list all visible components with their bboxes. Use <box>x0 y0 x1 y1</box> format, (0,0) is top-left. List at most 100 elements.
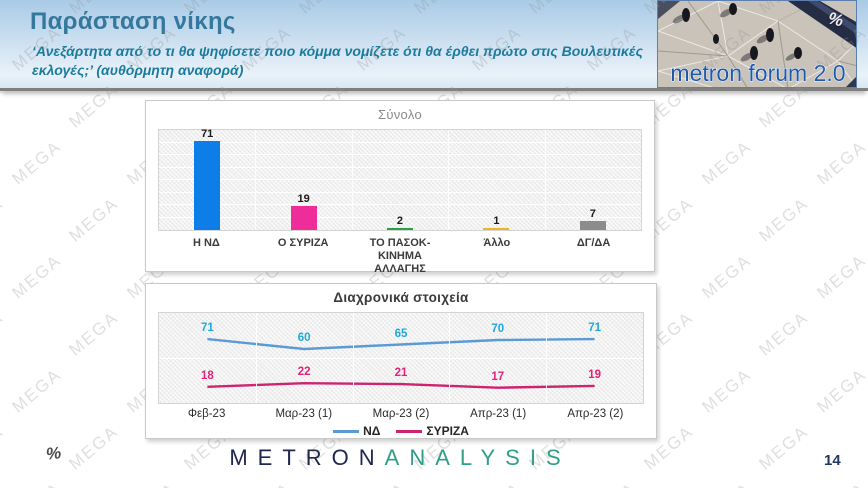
timeline-line-chart-panel: Διαχρονικά στοιχεία 71 60 65 70 71 18 22 21 17 19… <box>145 283 657 439</box>
logo-photo-illustration: metron forum 2.0 <box>658 1 856 87</box>
mega-watermark: MEGA <box>813 136 868 189</box>
category-separator <box>448 130 450 230</box>
line-value-label: 17 <box>491 370 505 383</box>
bar-category-label: Άλλο <box>483 237 511 249</box>
mega-watermark: MEGA <box>8 250 66 303</box>
mega-watermark: MEGA <box>698 364 756 417</box>
category-separator <box>352 313 354 403</box>
mega-watermark: MEGA <box>583 479 640 488</box>
mega-watermark: MEGA <box>65 421 123 474</box>
mega-watermark: MEGA <box>8 479 65 488</box>
series-line-ΣΥΡΙΖΑ <box>207 381 595 389</box>
line-value-label: 71 <box>588 322 601 335</box>
legend-item-ΣΥΡΙΖΑ: ΣΥΡΙΖΑ <box>396 424 469 438</box>
bar-column: 1 <box>448 130 544 230</box>
line-chart-plot: 71 60 65 70 71 18 22 21 17 19 <box>158 312 644 404</box>
legend-item-ΝΔ: ΝΔ <box>333 424 380 438</box>
brand-analysis: ANALYSIS <box>384 445 571 470</box>
category-separator <box>449 313 451 403</box>
bar-chart-title: Σύνολο <box>378 107 422 122</box>
bar-category-label: ΔΓ/ΔΑ <box>576 237 611 249</box>
bar-column: 7 <box>545 130 641 230</box>
mega-watermark: MEGA <box>813 479 868 488</box>
gridline <box>159 179 641 180</box>
mega-watermark: MEGA <box>65 307 123 360</box>
mega-watermark: MEGA <box>698 479 755 488</box>
line-x-label: Μαρ-23 (1) <box>275 408 333 420</box>
metron-analysis-logo: METRONANALYSIS <box>145 445 655 471</box>
mega-watermark: MEGA <box>813 364 868 417</box>
bar-4 <box>579 221 606 230</box>
legend-label: ΝΔ <box>363 424 381 438</box>
bar-value-label: 19 <box>297 193 310 206</box>
mega-watermark: MEGA <box>0 421 8 474</box>
gridline <box>159 358 643 359</box>
category-separator <box>255 313 257 403</box>
line-value-label: 22 <box>297 366 311 379</box>
gridline <box>159 166 641 168</box>
mega-watermark: MEGA <box>698 136 756 189</box>
line-value-label: 21 <box>394 367 408 380</box>
mega-watermark: MEGA <box>238 479 295 488</box>
category-separator <box>351 130 353 230</box>
bar-2 <box>386 227 413 230</box>
mega-watermark: MEGA <box>755 193 813 246</box>
percent-symbol-bottom: % <box>44 443 63 464</box>
gridline <box>159 191 641 193</box>
bar-value-label: 1 <box>493 215 500 227</box>
page-title: Παράσταση νίκης <box>30 8 236 35</box>
line-x-label: Απρ-23 (1) <box>470 408 527 420</box>
bar-3 <box>483 228 510 230</box>
mega-watermark: MEGA <box>0 193 8 246</box>
mega-watermark: MEGA <box>65 193 123 246</box>
bar-value-label: 71 <box>201 128 214 141</box>
line-x-label: Απρ-23 (2) <box>567 408 624 420</box>
bar-0 <box>194 141 221 230</box>
total-bar-chart-panel: Σύνολο 71 19 2 1 7 Η ΝΔ Ο ΣΥΡΙΖΑ ΤΟ ΠΑΣΟΚ-ΚΙΝΗ… <box>145 100 655 275</box>
bar-column: 19 <box>255 130 351 230</box>
brand-metron: METRON <box>229 445 385 470</box>
category-separator <box>255 130 257 230</box>
gridline <box>159 154 641 155</box>
metron-forum-logo: metron forum 2.0 <box>657 0 857 88</box>
line-value-label: 65 <box>394 327 408 340</box>
gridline <box>159 141 641 143</box>
chart-legend: ΝΔ ΣΥΡΙΖΑ <box>146 424 656 438</box>
mega-watermark: MEGA <box>698 250 756 303</box>
legend-line-swatch <box>333 429 360 433</box>
category-separator <box>544 130 546 230</box>
bar-category-label: Η ΝΔ <box>192 237 220 249</box>
mega-watermark: MEGA <box>755 307 813 360</box>
series-line-ΝΔ <box>207 337 595 351</box>
line-value-label: 19 <box>588 368 601 381</box>
logo-wordmark: metron forum 2.0 <box>670 60 845 86</box>
line-chart-svg <box>207 337 595 389</box>
mega-watermark: MEGA <box>8 136 66 189</box>
line-value-label: 18 <box>200 369 214 382</box>
mega-watermark: MEGA <box>8 364 66 417</box>
bar-category-label: ΤΟ ΠΑΣΟΚ-ΚΙΝΗΜΑ ΑΛΛΑΓΗΣ <box>369 237 431 275</box>
line-value-label: 71 <box>200 322 214 335</box>
legend-line-swatch <box>396 429 423 433</box>
mega-watermark: MEGA <box>813 250 868 303</box>
bar-column: 71 <box>159 128 255 230</box>
line-value-label: 70 <box>491 323 505 335</box>
gridline <box>159 216 641 218</box>
line-x-label: Φεβ-23 <box>187 408 226 420</box>
bar-category-label: Ο ΣΥΡΙΖΑ <box>277 237 329 249</box>
line-value-label: 60 <box>297 332 311 344</box>
bar-chart-plot: 71 19 2 1 7 <box>158 128 642 231</box>
bar-column: 2 <box>352 130 448 230</box>
bar-1 <box>290 206 317 230</box>
category-separator <box>546 313 548 403</box>
bar-chart-category-axis: Η ΝΔ Ο ΣΥΡΙΖΑ ΤΟ ΠΑΣΟΚ-ΚΙΝΗΜΑ ΑΛΛΑΓΗΣ Άλλο Δ… <box>158 235 642 276</box>
line-chart-x-axis: Φεβ-23 Μαρ-23 (1) Μαρ-23 (2) Απρ-23 (1) Απρ-… <box>158 408 644 420</box>
page-number: 14 <box>824 452 841 469</box>
legend-label: ΣΥΡΙΖΑ <box>426 424 469 438</box>
mega-watermark: MEGA <box>123 479 180 488</box>
bar-value-label: 2 <box>396 214 404 227</box>
mega-watermark: MEGA <box>755 421 813 474</box>
mega-watermark: MEGA <box>0 307 8 360</box>
page-subtitle: ‘Ανεξάρτητα από το τι θα ψηφίσετε ποιο κ… <box>32 43 643 78</box>
